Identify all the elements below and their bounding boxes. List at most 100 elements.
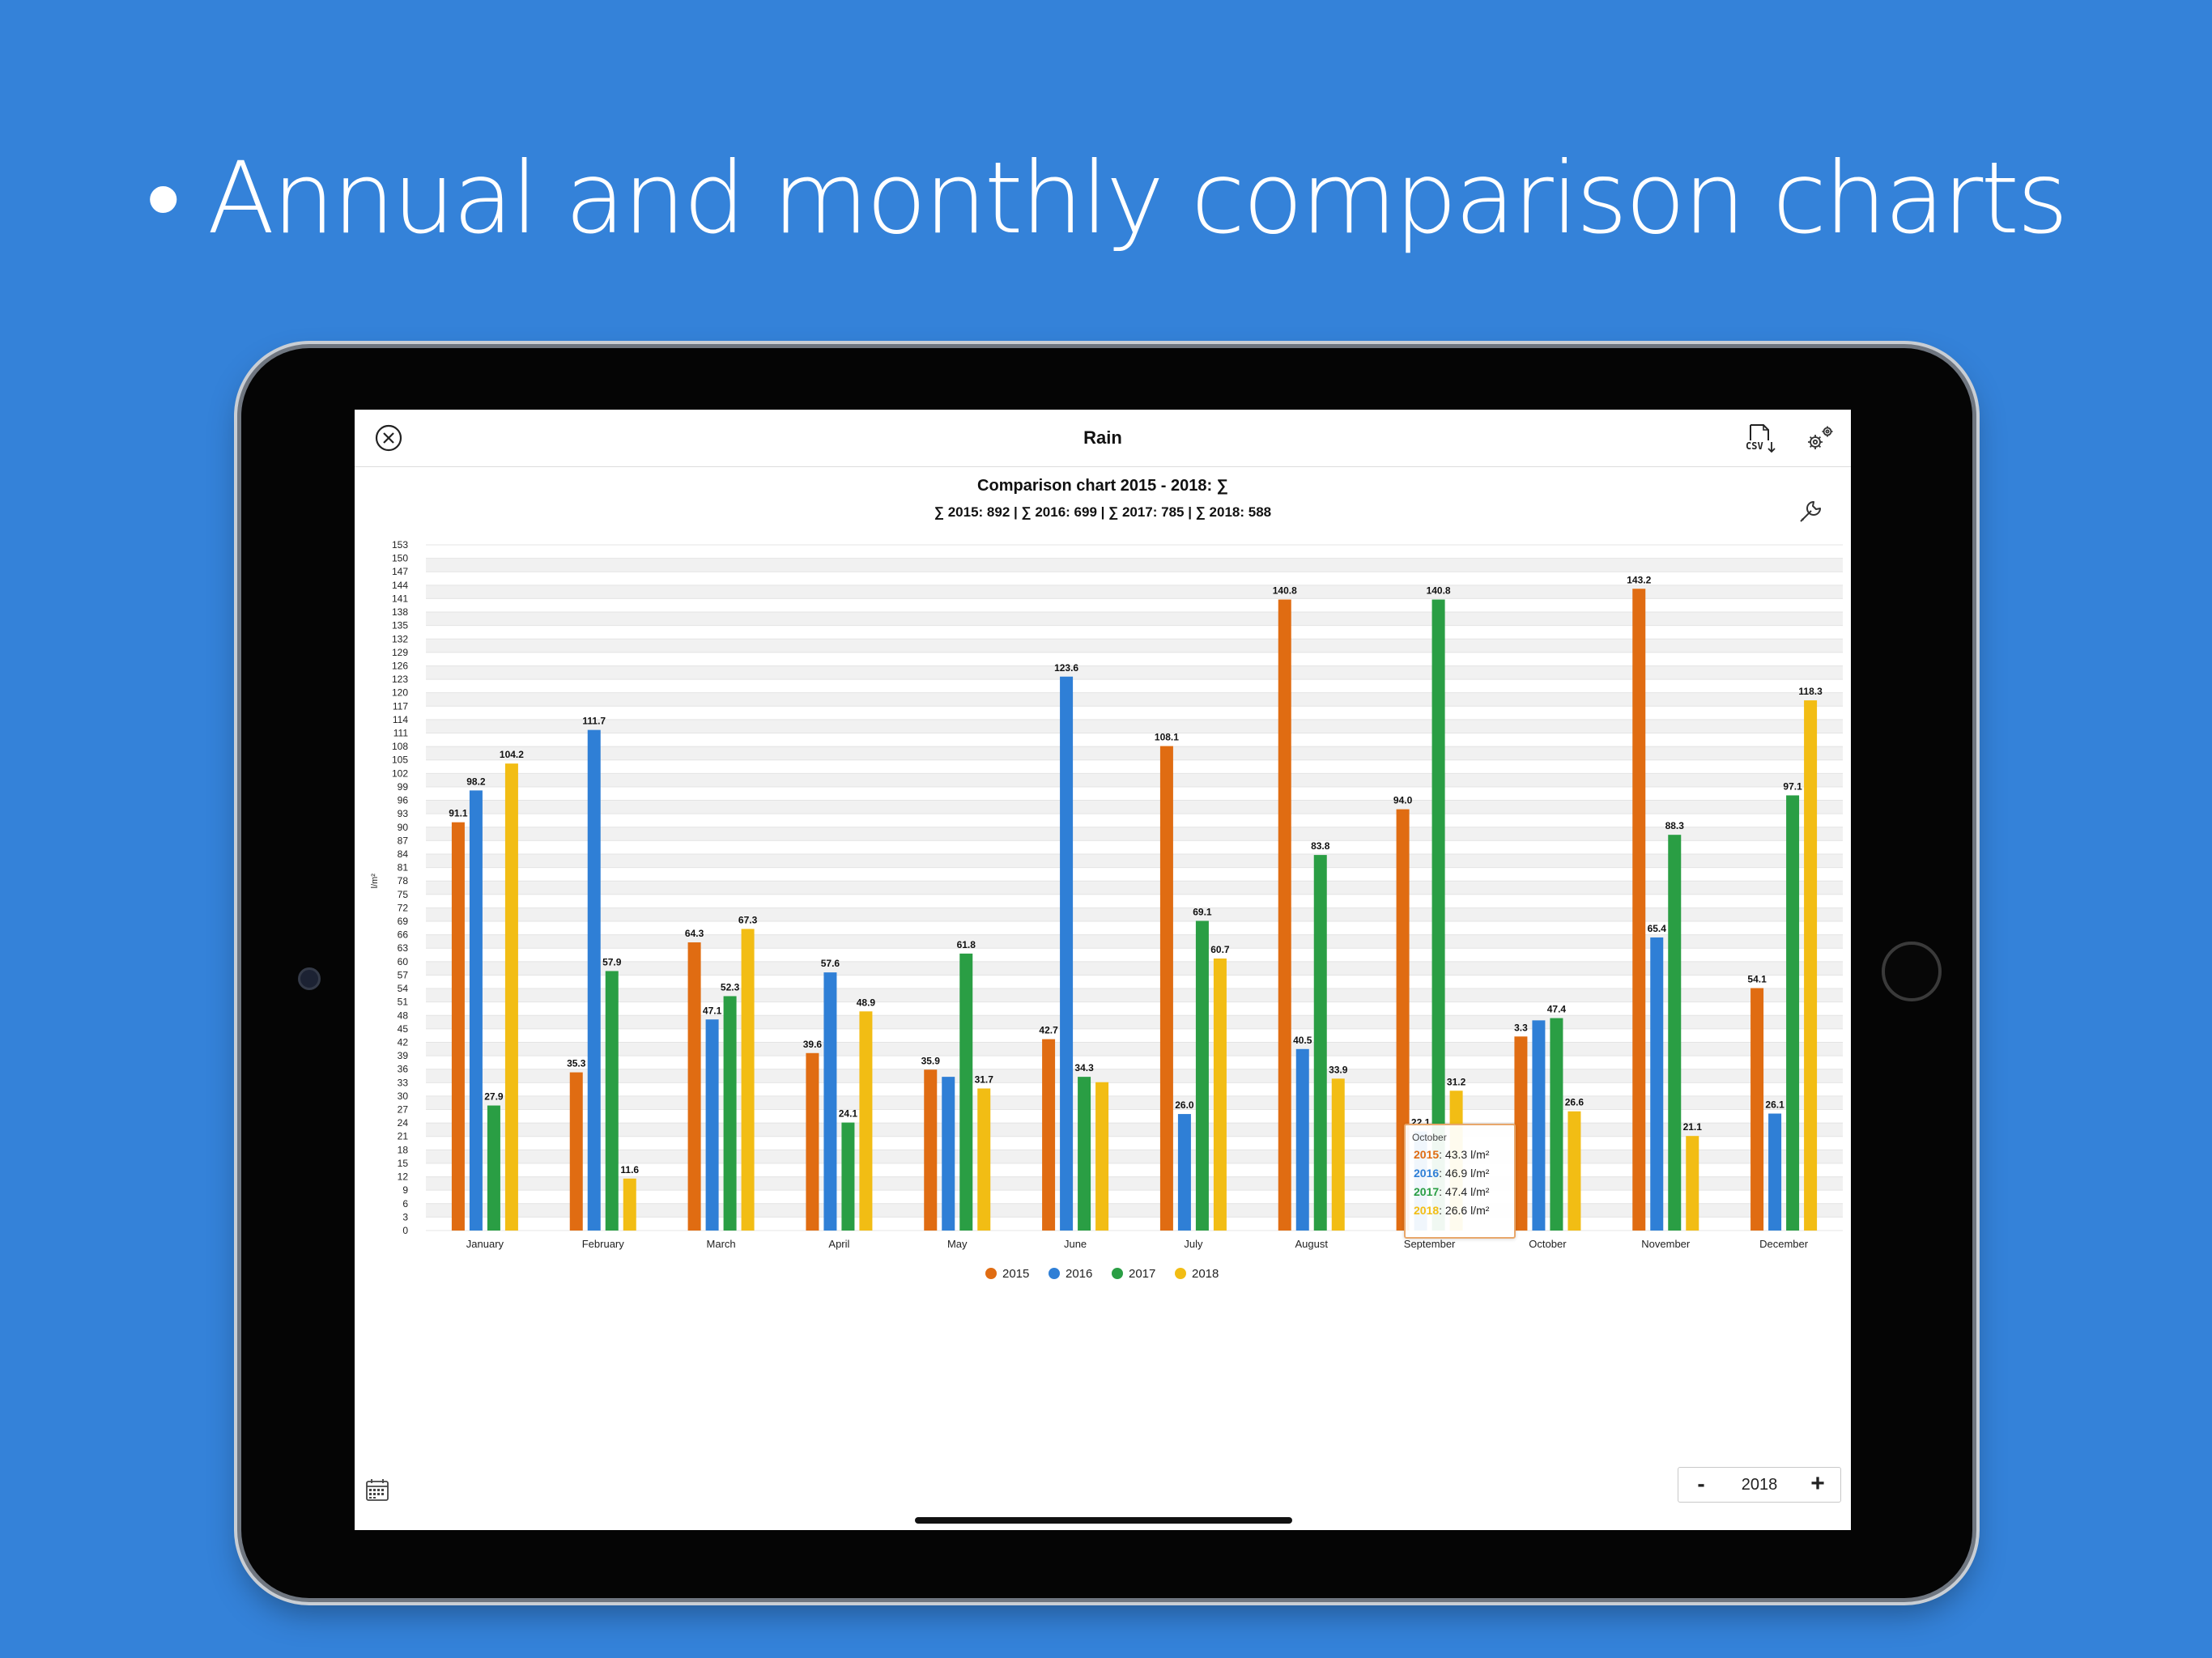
- bar-2016: [1177, 1114, 1191, 1231]
- data-label: 39.6: [803, 1039, 823, 1050]
- data-label: 104.2: [500, 749, 524, 760]
- legend-label: 2017: [1129, 1267, 1155, 1281]
- y-tick-label: 12: [398, 1171, 409, 1183]
- y-tick-label: 60: [398, 956, 409, 967]
- data-label: 111.7: [582, 716, 606, 727]
- grid-band: [426, 827, 1843, 841]
- data-label: 3.3: [1514, 1022, 1528, 1033]
- x-tick-label: November: [1641, 1238, 1691, 1250]
- data-label: 57.9: [602, 956, 622, 967]
- bar-2015: [1278, 599, 1291, 1231]
- y-tick-label: 141: [392, 593, 408, 604]
- grid-band: [426, 692, 1843, 707]
- grid-band: [426, 934, 1843, 949]
- x-tick-label: February: [582, 1238, 625, 1250]
- data-label: 123.6: [1054, 662, 1078, 674]
- y-tick-label: 42: [398, 1036, 409, 1048]
- data-label: 26.6: [1565, 1097, 1585, 1108]
- data-label: 42.7: [1039, 1025, 1058, 1036]
- navigation-bar: Rain CSV: [355, 410, 1851, 467]
- x-tick-label: June: [1064, 1238, 1087, 1250]
- bar-2018: [1804, 700, 1818, 1231]
- tooltip-value: : 46.9 l/m²: [1439, 1167, 1490, 1180]
- bar-2015: [1632, 589, 1646, 1231]
- wrench-icon[interactable]: [1796, 497, 1825, 526]
- data-label: 26.1: [1765, 1099, 1784, 1111]
- csv-download-icon[interactable]: CSV: [1742, 423, 1776, 453]
- bar-2018: [977, 1088, 991, 1231]
- bar-2017: [723, 996, 737, 1231]
- grid-band: [426, 1069, 1843, 1083]
- data-label: 108.1: [1155, 732, 1179, 743]
- grid-band: [426, 773, 1843, 787]
- y-tick-label: 57: [398, 969, 409, 980]
- y-tick-label: 69: [398, 916, 409, 927]
- tooltip-year: 2018: [1414, 1204, 1440, 1217]
- grid-band: [426, 881, 1843, 895]
- calendar-icon[interactable]: [364, 1477, 390, 1503]
- y-tick-label: 3: [402, 1211, 408, 1222]
- chart-subtitle: ∑ 2015: 892 | ∑ 2016: 699 | ∑ 2017: 785 …: [934, 504, 1271, 520]
- chart-title: Comparison chart 2015 - 2018: ∑: [977, 477, 1228, 495]
- bar-2017: [1431, 599, 1445, 1231]
- data-label: 48.9: [857, 997, 876, 1008]
- x-tick-label: August: [1295, 1238, 1329, 1250]
- y-tick-label: 24: [398, 1117, 409, 1129]
- bar-2017: [959, 953, 973, 1231]
- year-increment-button[interactable]: +: [1810, 1470, 1825, 1497]
- y-tick-label: 120: [392, 687, 408, 699]
- grid-band: [426, 1150, 1843, 1163]
- data-label: 69.1: [1193, 906, 1212, 917]
- tooltip-value: : 47.4 l/m²: [1439, 1185, 1490, 1198]
- year-value: 2018: [1741, 1476, 1778, 1494]
- gear-icon[interactable]: [1804, 423, 1836, 453]
- bar-2017: [1550, 1018, 1563, 1231]
- bar-2017: [1786, 795, 1800, 1231]
- data-label: 60.7: [1210, 944, 1230, 955]
- bar-2015: [451, 822, 465, 1231]
- y-tick-label: 63: [398, 942, 409, 954]
- bar-2018: [1686, 1136, 1699, 1231]
- data-label: 140.8: [1273, 585, 1297, 597]
- data-label: 97.1: [1783, 780, 1802, 792]
- bar-2015: [569, 1072, 583, 1231]
- x-tick-label: March: [707, 1238, 736, 1250]
- y-tick-label: 9: [402, 1184, 408, 1196]
- tooltip-row: 2016: 46.9 l/m²: [1414, 1167, 1489, 1180]
- close-circle-icon[interactable]: [374, 423, 403, 453]
- data-label: 21.1: [1683, 1121, 1703, 1133]
- bar-2015: [806, 1052, 819, 1231]
- data-label: 35.9: [921, 1055, 941, 1066]
- y-tick-label: 51: [398, 997, 409, 1008]
- comparison-chart: Comparison chart 2015 - 2018: ∑ ∑ 2015: 8…: [370, 477, 1843, 1281]
- bar-2018: [623, 1178, 636, 1231]
- year-decrement-button[interactable]: -: [1697, 1471, 1705, 1496]
- tooltip-title: October: [1412, 1132, 1447, 1143]
- grid-band: [426, 612, 1843, 626]
- bar-2016: [1650, 937, 1664, 1231]
- grid-band: [426, 1042, 1843, 1056]
- data-label: 40.5: [1293, 1035, 1312, 1046]
- bar-2017: [1078, 1077, 1091, 1231]
- grid-band: [426, 639, 1843, 653]
- bar-2016: [1532, 1020, 1546, 1231]
- bar-2015: [687, 942, 701, 1231]
- grid-band: [426, 988, 1843, 1002]
- bar-2017: [1668, 835, 1682, 1231]
- bar-2015: [1159, 746, 1173, 1231]
- y-tick-label: 117: [393, 700, 408, 712]
- y-tick-label: 144: [392, 580, 408, 591]
- bar-2016: [1295, 1048, 1309, 1231]
- data-label: 34.3: [1074, 1062, 1094, 1073]
- grid-band: [426, 961, 1843, 976]
- y-tick-label: 45: [398, 1023, 409, 1035]
- bar-2016: [587, 729, 601, 1231]
- home-button[interactable]: [1882, 942, 1942, 1001]
- y-tick-label: 33: [398, 1077, 409, 1088]
- y-axis-label: l/m²: [370, 874, 380, 889]
- y-tick-label: 81: [398, 862, 409, 874]
- tooltip-value: : 43.3 l/m²: [1439, 1148, 1490, 1161]
- bar-2017: [605, 971, 619, 1231]
- y-tick-label: 21: [398, 1131, 409, 1142]
- year-stepper: - 2018 +: [1678, 1467, 1841, 1503]
